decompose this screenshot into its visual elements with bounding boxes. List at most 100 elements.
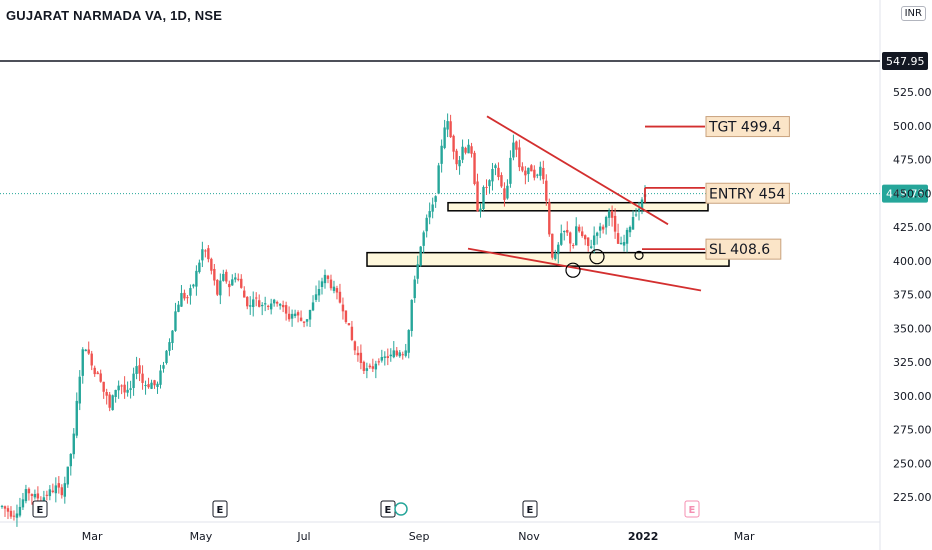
candle-body <box>470 146 473 154</box>
candle-body <box>622 242 626 246</box>
candle-body <box>275 301 279 304</box>
candle-body <box>317 288 321 296</box>
candle-body <box>347 323 351 326</box>
candle-body <box>281 304 285 308</box>
candle-body <box>575 226 578 246</box>
candle-body <box>616 233 620 244</box>
candle-body <box>589 246 593 248</box>
candle-body <box>93 367 96 375</box>
candle-body <box>598 226 602 231</box>
candle-body <box>180 293 183 307</box>
x-tick-label: Nov <box>518 530 540 543</box>
candle-body <box>135 366 138 374</box>
earnings-marker[interactable] <box>522 500 538 518</box>
candle-body <box>201 249 204 261</box>
candle-body <box>314 294 318 300</box>
x-tick-label: 2022 <box>628 530 659 543</box>
candle-body <box>521 166 524 171</box>
current-price-label: 449.75 <box>886 188 925 201</box>
candle-body <box>278 303 282 306</box>
candle-body <box>126 389 129 393</box>
candle-body <box>266 305 270 307</box>
candle-body <box>425 217 428 232</box>
candle-body <box>30 494 34 496</box>
candle-body <box>153 380 156 386</box>
candle-body <box>473 152 476 185</box>
candle-body <box>518 147 521 168</box>
stoploss-label: SL 408.6 <box>709 242 770 258</box>
candle-body <box>320 281 324 288</box>
y-tick-label: 525.00 <box>893 86 932 99</box>
candle-body <box>204 250 207 252</box>
candle-body <box>362 361 366 371</box>
candle-body <box>305 319 309 322</box>
lower-trendline[interactable] <box>467 247 702 292</box>
candle-body <box>500 175 503 187</box>
earnings-marker[interactable] <box>32 500 48 518</box>
candle-body <box>90 353 93 366</box>
candle-body <box>536 174 539 176</box>
candle-body <box>237 278 240 280</box>
resistance-price-label-tag <box>882 52 928 71</box>
candle-body <box>449 121 452 138</box>
candle-body <box>132 373 135 389</box>
candle-body <box>302 321 306 323</box>
target-label-box[interactable] <box>705 116 790 138</box>
candle-body <box>18 506 22 516</box>
low-circle[interactable] <box>565 262 581 278</box>
low-circle[interactable] <box>589 249 605 265</box>
candle-body <box>461 146 464 160</box>
entry-zone-box[interactable] <box>447 201 709 212</box>
candle-body <box>311 302 315 311</box>
y-tick-label: 425.00 <box>893 221 932 234</box>
falling-trendline[interactable] <box>486 115 669 226</box>
candle-body <box>506 185 509 199</box>
candle-body <box>260 304 264 307</box>
candle-body <box>604 216 608 228</box>
candle-body <box>108 394 111 408</box>
y-tick-label: 375.00 <box>893 289 932 302</box>
entry-label-box[interactable] <box>705 182 790 204</box>
candle-body <box>162 365 165 369</box>
candle-body <box>401 354 404 356</box>
candle-body <box>353 341 357 351</box>
candle-body <box>383 356 387 358</box>
candle-body <box>299 317 303 321</box>
candle-body <box>380 357 384 361</box>
candle-body <box>341 304 345 312</box>
candle-body <box>189 288 192 296</box>
earnings-marker[interactable] <box>684 500 700 518</box>
candle-body <box>413 279 416 299</box>
candle-body <box>240 278 243 288</box>
candle-body <box>344 310 348 323</box>
dividend-marker[interactable] <box>394 502 408 516</box>
stoploss-label-box[interactable] <box>705 238 782 260</box>
candle-body <box>198 262 201 273</box>
candle-body <box>512 142 515 158</box>
candle-body <box>539 166 542 176</box>
candle-body <box>377 361 381 363</box>
candle-body <box>551 233 554 258</box>
candle-body <box>6 508 10 512</box>
candle-body <box>168 342 171 351</box>
candle-body <box>434 196 437 202</box>
currency-badge[interactable]: INR <box>900 6 926 21</box>
candle-body <box>452 135 455 152</box>
x-tick-label: Mar <box>82 530 103 543</box>
earnings-marker[interactable] <box>212 500 228 518</box>
y-tick-label: 350.00 <box>893 322 932 335</box>
candle-body <box>329 279 333 289</box>
candle-body <box>530 165 533 172</box>
candle-body <box>392 350 395 358</box>
low-circle[interactable] <box>634 250 644 260</box>
candle-body <box>177 304 180 312</box>
candle-body <box>54 485 58 494</box>
candle-body <box>607 210 611 218</box>
candle-body <box>335 288 339 293</box>
candle-body <box>72 433 75 455</box>
candle-body <box>640 199 644 209</box>
candle-body <box>216 279 219 295</box>
candle-body <box>628 226 632 233</box>
candle-body <box>63 483 67 497</box>
